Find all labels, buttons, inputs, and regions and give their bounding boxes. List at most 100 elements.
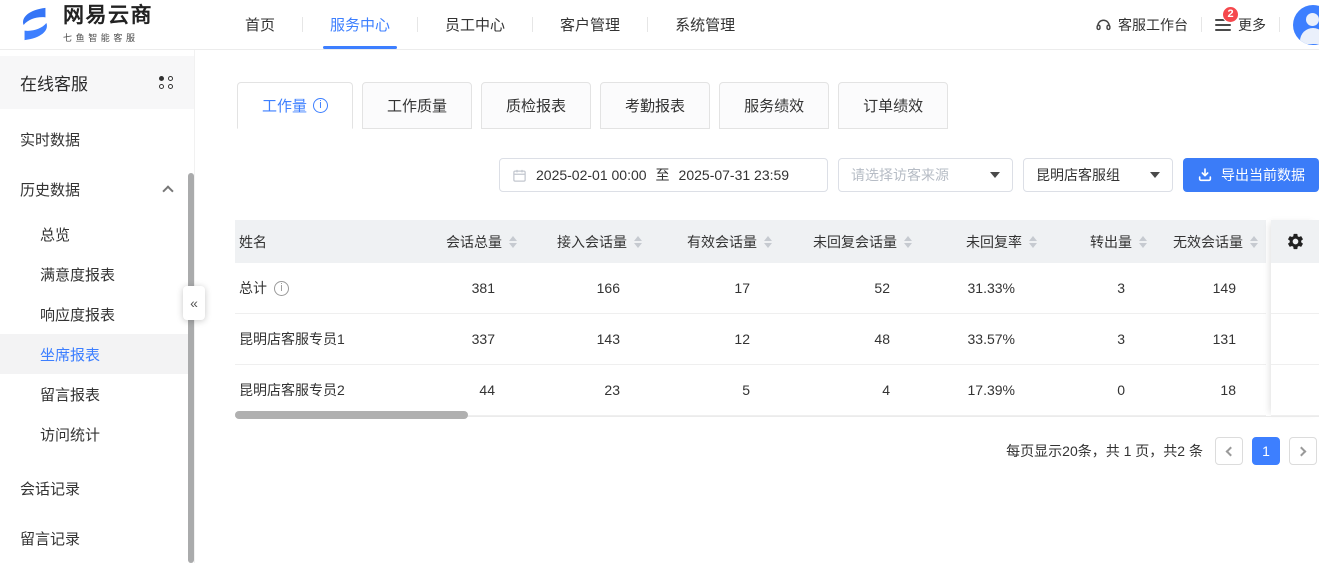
- column-header-unreplied-sessions[interactable]: 未回复会话量: [780, 232, 920, 252]
- tab-workload[interactable]: 工作量 i: [237, 82, 354, 129]
- gear-icon: [1287, 233, 1303, 250]
- sidebar-title: 在线客服: [20, 75, 88, 94]
- agent-group-value: 昆明店客服组: [1036, 167, 1120, 183]
- pagination-summary: 每页显示20条，共 1 页，共2 条: [1006, 443, 1203, 459]
- more-label: 更多: [1238, 16, 1266, 33]
- column-settings-button[interactable]: [1271, 220, 1319, 263]
- table-settings-column: [1271, 220, 1319, 416]
- sidebar-subitem-satisfaction-report[interactable]: 满意度报表: [40, 266, 116, 284]
- top-navbar: 网易云商 七鱼智能客服 首页 服务中心 员工中心 客户管理 系统管理 客服工作: [0, 0, 1319, 50]
- nav-divider: [1279, 17, 1280, 32]
- horizontal-scrollbar-thumb[interactable]: [235, 411, 468, 419]
- table-header-row: 姓名 会话总量 接入会话量 有效会话量 未回复会话量: [235, 220, 1266, 263]
- nav-item-system-management[interactable]: 系统管理: [675, 17, 736, 34]
- sidebar-submenu-history: 总览 满意度报表 响应度报表 坐席报表 留言报表 访问统计: [0, 214, 194, 454]
- column-header-valid-sessions[interactable]: 有效会话量: [650, 232, 780, 252]
- sort-icon: [1250, 235, 1258, 248]
- date-end: 2025-07-31 23:59: [678, 167, 790, 183]
- sidebar-subitem-response-report[interactable]: 响应度报表: [40, 306, 116, 324]
- sidebar-item-message-records[interactable]: 留言记录: [20, 530, 81, 548]
- sidebar-subitem-visit-stats[interactable]: 访问统计: [40, 426, 101, 444]
- navbar-right: 客服工作台 2 更多: [1095, 4, 1319, 45]
- nav-divider: [532, 17, 534, 32]
- chevron-right-icon: [1296, 446, 1307, 456]
- brand-logo[interactable]: 网易云商 七鱼智能客服: [0, 5, 182, 43]
- page-number-button[interactable]: 1: [1252, 437, 1280, 465]
- nav-divider: [647, 17, 649, 32]
- visitor-source-select[interactable]: 请选择访客来源: [838, 158, 1013, 192]
- row-name: 昆明店客服专员2: [239, 382, 345, 398]
- filter-bar: 2025-02-01 00:00 至 2025-07-31 23:59 请选择访…: [499, 158, 1319, 192]
- nav-item-home[interactable]: 首页: [245, 17, 276, 34]
- sidebar-menu: 实时数据 历史数据 总览 满意度报表 响应度报表 坐席报表 留言报表 访问统计 …: [0, 109, 194, 563]
- sort-icon: [1139, 235, 1147, 248]
- report-tabs: 工作量 i 工作质量 质检报表 考勤报表 服务绩效 订单绩效: [237, 82, 949, 129]
- tab-qc-report[interactable]: 质检报表: [481, 82, 592, 129]
- export-data-button[interactable]: 导出当前数据: [1183, 158, 1319, 192]
- sidebar-item-realtime-data[interactable]: 实时数据: [20, 131, 81, 149]
- caret-down-icon: [990, 172, 1000, 178]
- sidebar-item-history-data[interactable]: 历史数据: [0, 164, 194, 214]
- caret-down-icon: [1150, 172, 1160, 178]
- sort-icon: [904, 235, 912, 248]
- column-header-transferred-out[interactable]: 转出量: [1045, 232, 1155, 252]
- download-icon: [1198, 168, 1212, 182]
- tab-work-quality[interactable]: 工作质量: [362, 82, 473, 129]
- sidebar-subitem-message-report[interactable]: 留言报表: [40, 386, 101, 404]
- tab-attendance-report[interactable]: 考勤报表: [600, 82, 711, 129]
- sort-icon: [764, 235, 772, 248]
- more-menu[interactable]: 2 更多: [1215, 5, 1266, 35]
- workbench-link[interactable]: 客服工作台: [1095, 15, 1188, 35]
- chevron-left-icon: [1225, 446, 1236, 456]
- agent-report-table: 姓名 会话总量 接入会话量 有效会话量 未回复会话量: [235, 220, 1266, 416]
- user-avatar[interactable]: [1293, 4, 1319, 45]
- sidebar-item-session-records[interactable]: 会话记录: [20, 480, 81, 498]
- column-header-unreplied-rate[interactable]: 未回复率: [920, 232, 1045, 252]
- info-icon: i: [313, 98, 329, 113]
- main-content: 工作量 i 工作质量 质检报表 考勤报表 服务绩效 订单绩效 2025-02-0…: [195, 50, 1319, 563]
- workbench-label: 客服工作台: [1118, 16, 1188, 33]
- agent-group-select[interactable]: 昆明店客服组: [1023, 158, 1173, 192]
- nav-divider: [1201, 17, 1202, 32]
- notification-badge: 2: [1222, 5, 1239, 23]
- avatar-person-icon: [1306, 12, 1319, 26]
- next-page-button[interactable]: [1289, 437, 1317, 465]
- calendar-icon: [513, 169, 526, 182]
- tab-order-performance[interactable]: 订单绩效: [838, 82, 949, 129]
- sidebar-header: 在线客服: [0, 56, 194, 109]
- pagination: 每页显示20条，共 1 页，共2 条 1: [1006, 437, 1317, 465]
- row-name: 昆明店客服专员1: [239, 331, 345, 347]
- qiyu-logo-icon: [23, 8, 47, 41]
- nav-divider: [417, 17, 419, 32]
- date-start: 2025-02-01 00:00: [536, 167, 647, 183]
- column-header-total-sessions[interactable]: 会话总量: [410, 232, 525, 252]
- nav-divider: [302, 17, 304, 32]
- sidebar-collapse-handle[interactable]: «: [183, 286, 205, 320]
- info-icon[interactable]: i: [274, 280, 289, 296]
- tab-service-performance[interactable]: 服务绩效: [719, 82, 830, 129]
- sort-icon: [634, 235, 642, 248]
- column-header-name: 姓名: [239, 233, 267, 250]
- date-range-picker[interactable]: 2025-02-01 00:00 至 2025-07-31 23:59: [499, 158, 828, 192]
- apps-dots-icon[interactable]: [159, 76, 174, 89]
- sidebar-subitem-agent-report[interactable]: 坐席报表: [0, 334, 194, 374]
- prev-page-button[interactable]: [1215, 437, 1243, 465]
- column-header-accepted-sessions[interactable]: 接入会话量: [525, 232, 650, 252]
- visitor-source-placeholder: 请选择访客来源: [851, 167, 949, 183]
- headset-icon: [1096, 19, 1111, 31]
- nav-item-staff-center[interactable]: 员工中心: [445, 17, 506, 34]
- brand-title: 网易云商: [63, 4, 153, 28]
- sidebar-subitem-overview[interactable]: 总览: [40, 226, 71, 244]
- row-name: 总计: [239, 280, 267, 296]
- column-header-invalid-sessions[interactable]: 无效会话量: [1155, 232, 1266, 252]
- table-row: 昆明店客服专员2 44 23 5 4 17.39% 0 18: [235, 365, 1266, 416]
- table-row: 昆明店客服专员1 337 143 12 48 33.57% 3 131: [235, 314, 1266, 365]
- nav-item-customer-management[interactable]: 客户管理: [560, 17, 621, 34]
- horizontal-scrollbar-track: [235, 416, 1319, 417]
- chevron-up-icon: [162, 185, 174, 197]
- sidebar-scrollbar-thumb[interactable]: [188, 173, 194, 563]
- sort-icon: [509, 235, 517, 248]
- table-row-total: 总计 i 381 166 17 52 31.33% 3 149: [235, 263, 1266, 314]
- nav-item-service-center[interactable]: 服务中心: [303, 0, 417, 49]
